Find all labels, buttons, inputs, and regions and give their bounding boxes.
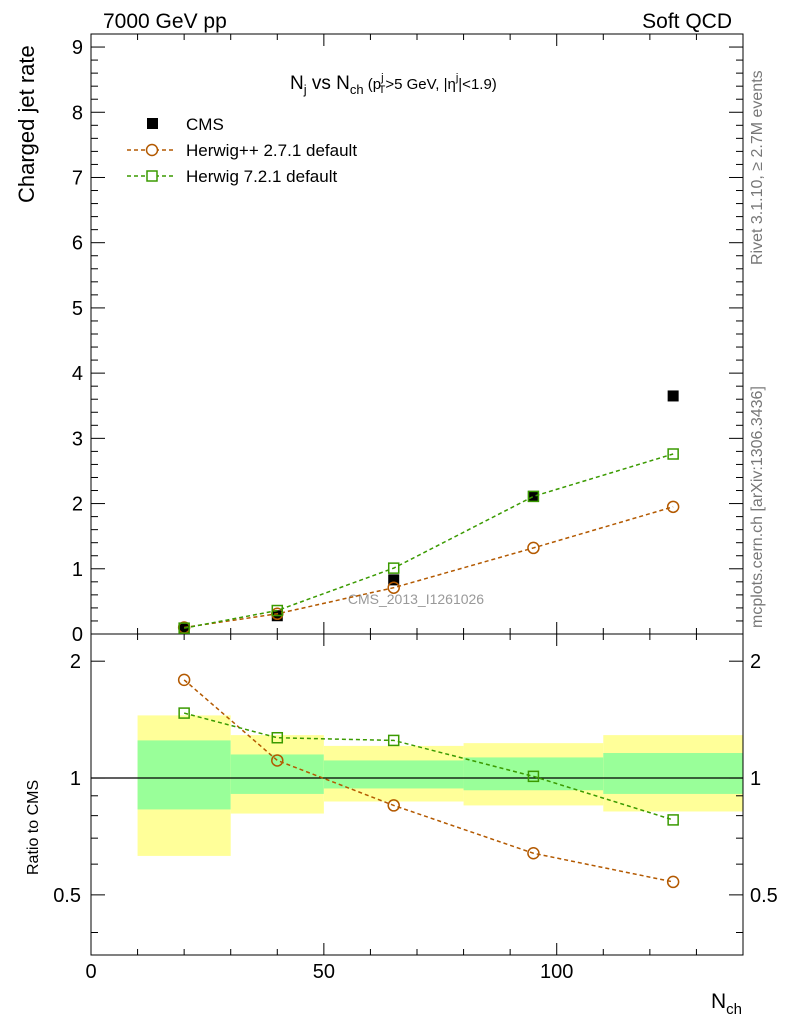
ratio-herwig7-point	[178, 707, 190, 719]
x-axis-title: Nch	[711, 990, 742, 1018]
mcplots-label: mcplots.cern.ch [arXiv:1306.3436]	[749, 386, 766, 628]
y-tick-label: 0	[72, 624, 83, 646]
cms-point	[388, 574, 400, 586]
ratio-y-tick-label-left: 0.5	[53, 885, 81, 907]
ratio-uncertainty-bands	[137, 715, 743, 856]
ratio-herwig7-line	[183, 712, 674, 821]
rivet-version-label: Rivet 3.1.10, ≥ 2.7M events	[749, 70, 766, 265]
x-tick-label: 100	[540, 961, 573, 983]
y-tick-label: 7	[72, 167, 83, 189]
herwigpp-point	[666, 500, 680, 514]
main-y-axis-title: Charged jet rate	[14, 45, 39, 203]
ratio-herwigpp-point	[527, 847, 540, 860]
ratio-y-tick-label-left: 2	[70, 651, 81, 673]
x-tick-label: 50	[313, 961, 335, 983]
plot-title: Nj vs Nch (pj T>5 GeV, |ηj|<1.9)	[290, 72, 497, 97]
y-tick-label: 6	[72, 233, 83, 255]
ratio-y-axis-title: Ratio to CMS	[25, 780, 42, 875]
herwig7-point	[667, 448, 679, 460]
y-tick-label: 9	[72, 37, 83, 59]
ratio-band-inner	[137, 740, 231, 810]
ratio-y-tick-label-right: 0.5	[750, 885, 778, 907]
ratio-herwig7-point	[387, 734, 400, 747]
ratio-panel-axes: 0.5 0.5 1 1 2 2 0 50 100	[53, 633, 778, 983]
ratio-herwig7-point	[527, 770, 540, 783]
ratio-y-tick-label-left: 1	[70, 768, 81, 790]
ratio-herwigpp-point	[666, 875, 680, 889]
ratio-herwigpp-point	[387, 799, 400, 812]
legend-marker-herwigpp	[145, 143, 159, 157]
y-tick-label: 4	[72, 363, 83, 385]
main-panel-series	[177, 390, 680, 635]
cms-point	[667, 390, 679, 402]
legend-marker-herwig7	[146, 170, 158, 182]
ratio-herwig7-point	[667, 814, 679, 826]
cms-point	[527, 490, 539, 502]
ratio-herwigpp-line	[183, 679, 674, 883]
y-tick-label: 8	[72, 102, 83, 124]
header-right: Soft QCD	[642, 10, 732, 33]
herwig7-line	[184, 453, 674, 629]
herwig7-point	[387, 562, 400, 574]
legend-marker-cms	[147, 118, 158, 129]
herwigpp-point	[387, 581, 400, 594]
herwigpp-point	[527, 541, 540, 555]
ratio-herwigpp-point	[271, 754, 284, 767]
legend: CMS Herwig++ 2.7.1 default Herwig 7.2.1 …	[127, 115, 357, 186]
herwig7-point	[271, 604, 284, 617]
main-panel-axes: 0 1 2 3 4 5 6 7 8 9	[72, 33, 744, 646]
ratio-y-tick-label-right: 2	[750, 651, 761, 673]
ratio-herwigpp-point	[177, 673, 191, 687]
herwigpp-line	[184, 506, 674, 629]
herwig7-point	[178, 622, 190, 634]
analysis-watermark: CMS_2013_I1261026	[348, 591, 484, 607]
legend-label-cms: CMS	[186, 115, 224, 134]
y-tick-label: 5	[72, 298, 83, 320]
herwig7-point	[527, 490, 540, 503]
y-tick-label: 2	[72, 494, 83, 516]
ratio-herwig7-point	[271, 731, 284, 744]
ratio-band-inner	[323, 760, 464, 789]
ratio-band-inner	[603, 753, 743, 794]
y-tick-label: 3	[72, 428, 83, 450]
legend-label-herwig7: Herwig 7.2.1 default	[186, 167, 337, 186]
header-left: 7000 GeV pp	[103, 10, 227, 33]
cms-point	[178, 623, 190, 635]
legend-label-herwigpp: Herwig++ 2.7.1 default	[186, 141, 357, 160]
ratio-panel-series	[177, 673, 680, 889]
ratio-band-inner	[463, 757, 604, 791]
ratio-band-inner	[230, 754, 324, 794]
y-tick-label: 1	[72, 559, 83, 581]
x-tick-label: 0	[85, 961, 96, 983]
ratio-y-tick-label-right: 1	[750, 768, 761, 790]
